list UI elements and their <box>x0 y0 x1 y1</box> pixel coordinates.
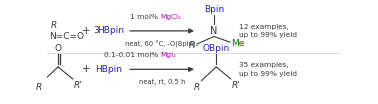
Text: R': R' <box>73 81 82 90</box>
Text: N: N <box>210 26 218 36</box>
Text: R: R <box>189 41 195 50</box>
Text: Me: Me <box>231 39 245 48</box>
Text: 0.1-0.01 mol%: 0.1-0.01 mol% <box>104 52 161 58</box>
Text: R: R <box>194 83 200 92</box>
Text: N=C=O: N=C=O <box>50 32 85 41</box>
Text: neat, 60 °C, -O(Bpin)₂: neat, 60 °C, -O(Bpin)₂ <box>125 40 198 48</box>
Text: OBpin: OBpin <box>203 43 230 53</box>
Text: R: R <box>50 21 57 30</box>
Text: R': R' <box>231 81 240 90</box>
Text: 1 mol%: 1 mol% <box>130 14 161 20</box>
Text: O: O <box>54 43 62 53</box>
Text: R: R <box>36 83 42 92</box>
Text: neat, rt, 0.5 h: neat, rt, 0.5 h <box>139 79 185 85</box>
Text: HBpin: HBpin <box>98 26 125 35</box>
Text: 12 examples,
up to 99% yield: 12 examples, up to 99% yield <box>239 24 297 38</box>
Text: HBpin: HBpin <box>95 65 122 74</box>
Text: 3: 3 <box>93 26 99 35</box>
Text: 35 examples,
up to 99% yield: 35 examples, up to 99% yield <box>239 62 297 77</box>
Text: +: + <box>82 64 90 74</box>
Text: MgI₂: MgI₂ <box>161 52 177 58</box>
Text: Bpin: Bpin <box>204 5 224 14</box>
Text: +: + <box>82 26 90 36</box>
Text: MgCl₂: MgCl₂ <box>161 14 181 20</box>
